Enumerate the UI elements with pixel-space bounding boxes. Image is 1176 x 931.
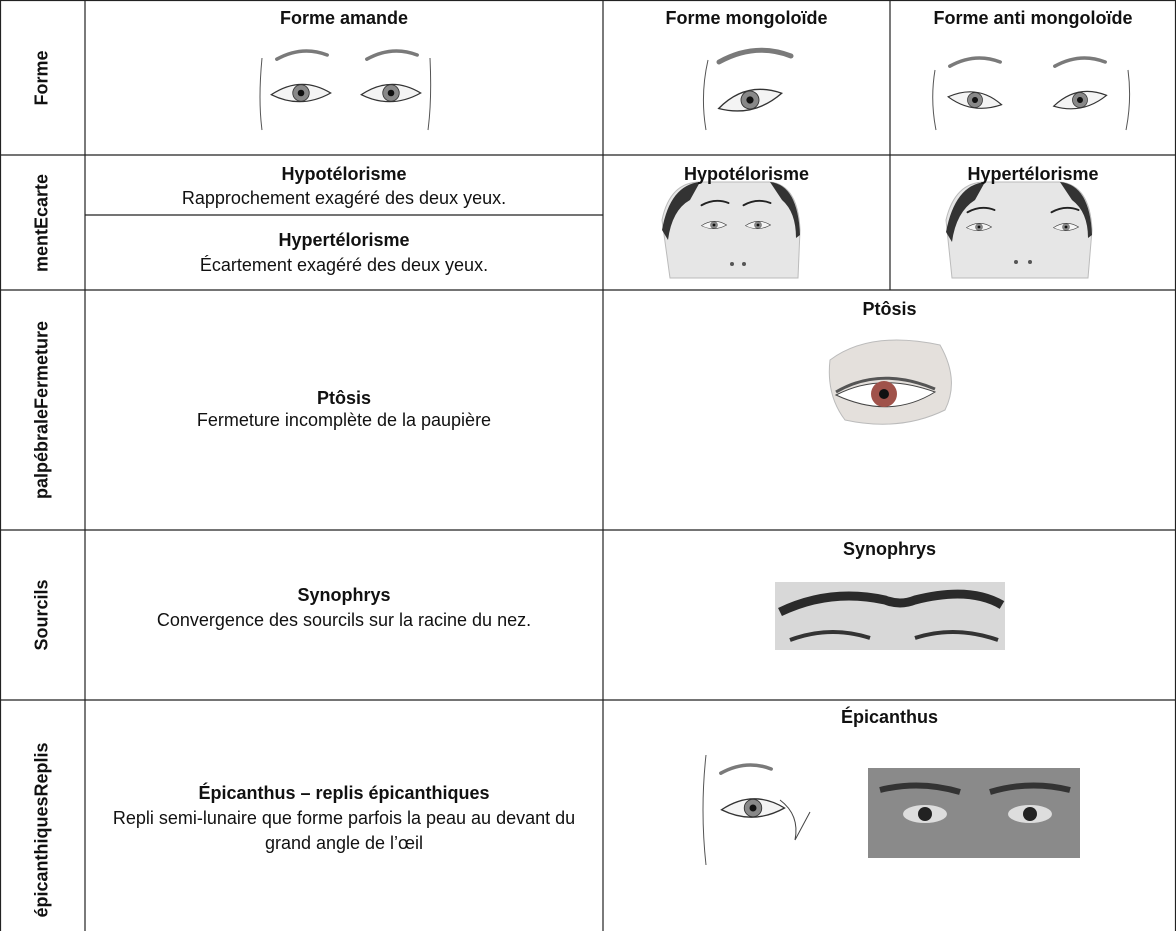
row-header: épicanthiquesReplis <box>0 700 85 931</box>
row-header-text: Forme <box>31 49 52 106</box>
hypertelorism-face-figure <box>945 181 1093 279</box>
definition: Repli semi-lunaire que forme parfois la … <box>112 808 576 853</box>
epicanthus-photo-figure <box>868 768 1080 858</box>
figure-caption: Hypertélorisme <box>967 164 1099 184</box>
figure-caption: Épicanthus <box>840 707 938 727</box>
row-header: mentEcarte <box>0 155 85 290</box>
row-header-text: mentEcarte <box>31 173 52 272</box>
definition: Écartement exagéré des deux yeux. <box>199 255 489 275</box>
row-header: palpébraleFermeture <box>0 290 85 530</box>
ptosis-eye-figure <box>828 339 952 425</box>
row-header-text: palpébraleFermeture <box>31 320 52 500</box>
cell-title: Forme anti mongoloïde <box>933 8 1133 28</box>
figure-caption: Synophrys <box>842 539 937 559</box>
hypotelorism-face-figure <box>661 181 801 279</box>
term: Épicanthus – replis épicanthiques <box>198 783 490 803</box>
row-header-text: Sourcils <box>31 579 52 651</box>
definition: Rapprochement exagéré des deux yeux. <box>181 188 507 208</box>
epicanthus-sketch-figure <box>702 754 811 866</box>
row-header-text: épicanthiquesReplis <box>31 742 52 918</box>
definition: Fermeture incomplète de la paupière <box>196 410 492 430</box>
term: Hypertélorisme <box>278 230 410 250</box>
term: Ptôsis <box>316 388 372 408</box>
definition: Convergence des sourcils sur la racine d… <box>156 610 532 630</box>
mongoloid-eye-figure <box>702 50 791 131</box>
cell-title: Forme mongoloïde <box>665 8 828 28</box>
figure-caption: Hypotélorisme <box>683 164 810 184</box>
anti-mongoloid-eyes-figure <box>932 56 1131 131</box>
synophrys-figure <box>775 582 1005 650</box>
figure-caption: Ptôsis <box>862 299 917 319</box>
term: Synophrys <box>297 585 391 605</box>
term: Hypotélorisme <box>281 164 407 184</box>
almond-eyes-figure <box>259 49 432 131</box>
cell-title: Forme amande <box>279 8 409 28</box>
row-header: Forme <box>0 0 85 155</box>
row-header: Sourcils <box>0 530 85 700</box>
